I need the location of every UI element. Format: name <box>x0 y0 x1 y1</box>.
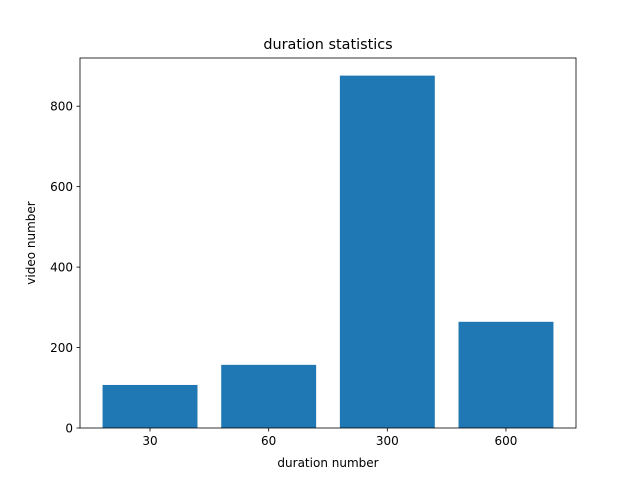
bar-600 <box>458 321 554 428</box>
bar-60 <box>221 364 317 428</box>
x-tick-label: 300 <box>376 434 399 448</box>
y-axis-label: video number <box>24 201 38 284</box>
bar-30 <box>102 384 198 428</box>
y-tick-label: 0 <box>65 421 73 435</box>
y-axis-ticks: 0 200 400 600 800 <box>50 99 80 435</box>
x-axis-ticks: 30 60 300 600 <box>142 428 517 448</box>
x-tick-label: 600 <box>495 434 518 448</box>
bar-300 <box>339 75 435 429</box>
chart-title: duration statistics <box>263 37 392 53</box>
y-tick-label: 600 <box>50 180 73 194</box>
y-tick-label: 200 <box>50 341 73 355</box>
y-tick-label: 800 <box>50 99 73 113</box>
x-tick-label: 60 <box>261 434 276 448</box>
y-tick-label: 400 <box>50 260 73 274</box>
x-axis-label: duration number <box>277 456 378 470</box>
bar-group <box>102 75 554 429</box>
x-tick-label: 30 <box>142 434 157 448</box>
plot-frame <box>79 57 577 429</box>
